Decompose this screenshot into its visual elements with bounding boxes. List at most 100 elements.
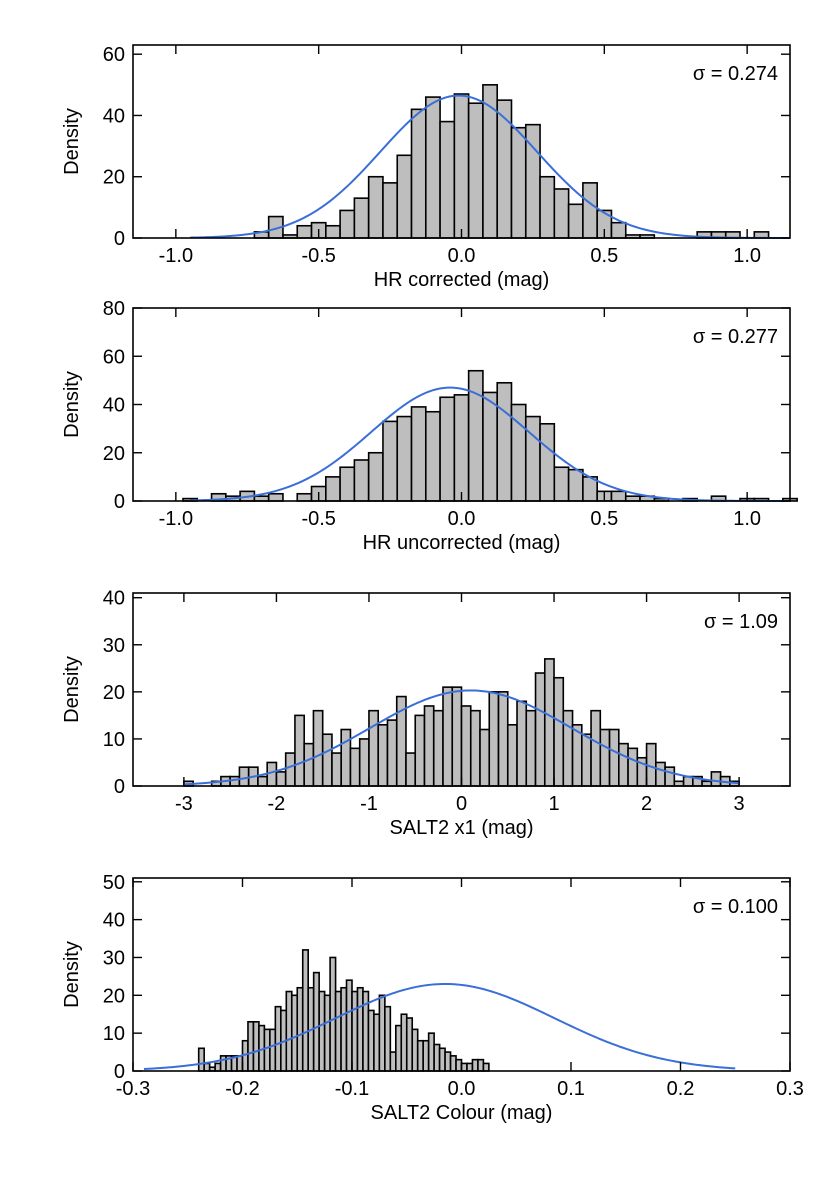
histogram-bar — [339, 209, 356, 239]
histogram-bar — [400, 1013, 408, 1072]
histogram-bar — [351, 990, 359, 1072]
histogram-bar — [608, 728, 620, 787]
y-tick-label: 10 — [103, 729, 125, 751]
histogram-bars — [197, 949, 490, 1072]
histogram-bar — [610, 490, 627, 502]
histogram-bar — [664, 766, 676, 787]
histogram-bar — [396, 415, 413, 502]
annotation-label: σ = 0.274 — [693, 63, 778, 85]
histogram-bars — [182, 369, 798, 502]
histogram-bar — [496, 99, 513, 239]
histogram-bar — [496, 381, 513, 502]
histogram-bar — [373, 1013, 381, 1072]
histogram-bar — [339, 466, 356, 502]
histogram-bar — [394, 1024, 403, 1072]
annotation-label: σ = 0.277 — [693, 326, 778, 348]
y-tick-label: 60 — [103, 44, 125, 66]
histogram-bar — [553, 466, 570, 502]
annotation-label: σ = 1.09 — [704, 611, 778, 633]
histogram-bar — [424, 410, 441, 502]
x-axis-label: HR corrected (mag) — [374, 269, 550, 291]
x-tick-label: 0.0 — [448, 508, 476, 530]
histogram-bar — [267, 492, 284, 502]
histogram-bar — [410, 406, 427, 502]
histogram-bar — [356, 986, 364, 1072]
histogram-bar — [432, 709, 444, 787]
histogram-bar — [580, 733, 592, 787]
histogram-bar — [368, 709, 380, 787]
y-tick-label: 80 — [103, 298, 125, 320]
histogram-bar — [482, 1062, 490, 1072]
histogram-bar — [353, 459, 370, 502]
histogram-bar — [534, 672, 546, 787]
histogram-bar — [655, 761, 666, 787]
histogram-bar — [340, 728, 352, 787]
histogram-bar — [275, 771, 287, 787]
histogram-bar — [427, 1032, 435, 1072]
histogram-bar — [471, 1058, 479, 1072]
histogram-bar — [377, 723, 389, 787]
histogram-bar — [312, 709, 324, 787]
histogram-bar — [331, 752, 343, 787]
histogram-bar — [553, 188, 570, 239]
histogram-bar — [266, 761, 278, 787]
histogram-bar — [358, 738, 370, 787]
x-tick-label: -0.5 — [301, 508, 335, 530]
histogram-bar — [405, 752, 417, 787]
histogram-bar — [543, 658, 555, 787]
histogram-bar — [444, 1051, 452, 1072]
x-tick-label: 2 — [641, 793, 652, 815]
histogram-bar — [524, 415, 541, 502]
y-axis-label: Density — [61, 371, 83, 438]
y-tick-label: 0 — [114, 776, 125, 798]
histogram-bar — [367, 451, 384, 502]
x-tick-label: -0.2 — [225, 1078, 259, 1100]
histogram-bar — [497, 691, 509, 787]
y-tick-label: 0 — [114, 491, 125, 513]
y-tick-label: 60 — [103, 346, 125, 368]
histogram-bars — [183, 658, 740, 787]
histogram-bar — [477, 1058, 485, 1072]
histogram-bar — [525, 709, 537, 787]
y-tick-label: 40 — [103, 395, 125, 417]
histogram-bar — [423, 705, 435, 787]
histogram-bar — [367, 175, 384, 239]
histogram-bar — [453, 394, 470, 502]
histogram-bar — [453, 93, 470, 239]
histogram-bar — [438, 1047, 446, 1072]
histogram-bar — [236, 1055, 244, 1072]
panel-salt2-colour: σ = 0.100 SALT2 Colour (mag) Density -0.… — [61, 872, 804, 1124]
histogram-bar — [442, 686, 454, 787]
histogram-bar — [349, 747, 361, 787]
histogram-bar — [296, 492, 313, 502]
histogram-bar — [294, 714, 305, 787]
panel-hr-corrected: σ = 0.274 HR corrected (mag) Density -1.… — [61, 44, 791, 291]
histogram-bar — [539, 175, 556, 239]
x-tick-label: 1.0 — [733, 508, 761, 530]
histogram-bar — [345, 979, 353, 1072]
histogram-bar — [303, 742, 315, 787]
y-axis-label: Density — [61, 108, 83, 175]
histogram-bar — [340, 986, 348, 1072]
histogram-bar — [451, 686, 463, 787]
histogram-bar — [325, 476, 341, 502]
histogram-bar — [334, 990, 342, 1072]
y-axis-label: Density — [61, 941, 83, 1008]
histogram-bar — [203, 1062, 211, 1072]
x-tick-label: 1.0 — [733, 245, 761, 267]
histogram-bar — [590, 709, 602, 787]
histogram-bar — [482, 391, 499, 502]
x-tick-label: -1.0 — [159, 245, 193, 267]
histogram-bar — [416, 1039, 424, 1072]
y-tick-label: 30 — [103, 947, 125, 969]
histogram-bar — [410, 108, 427, 239]
histogram-bar — [618, 742, 629, 787]
histogram-bar — [329, 956, 337, 1072]
histogram-bar — [197, 1047, 205, 1072]
plot-frame — [132, 877, 791, 1072]
y-tick-label: 30 — [103, 635, 125, 657]
x-tick-label: -2 — [268, 793, 286, 815]
histogram-bar — [539, 422, 556, 502]
histogram-bar — [312, 971, 320, 1072]
histogram-bar — [449, 1055, 457, 1072]
